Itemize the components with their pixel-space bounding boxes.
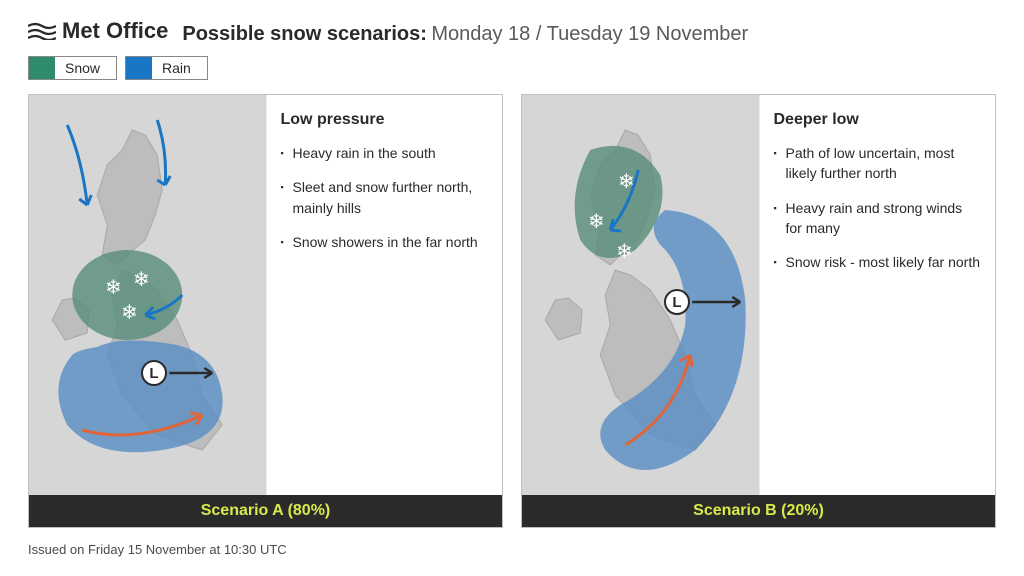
panel-b-heading: Deeper low [774,111,982,129]
panel-b-bullets: Path of low uncertain, most likely furth… [774,143,982,272]
panel-b-footer: Scenario B (20%) [522,495,995,527]
issued-timestamp: Issued on Friday 15 November at 10:30 UT… [28,542,996,557]
snowflake-icon: ❄ [588,209,605,234]
snowflake-icon: ❄ [121,300,138,325]
legend-snow-label: Snow [55,60,116,76]
bullet: Snow showers in the far north [281,232,489,252]
panel-a-text: Low pressure Heavy rain in the south Sle… [266,95,503,495]
brand-logo: Met Office [28,18,168,44]
header: Met Office Possible snow scenarios: Mond… [28,18,996,46]
low-pressure-marker: L [141,360,167,386]
snowflake-icon: ❄ [133,267,150,292]
brand-name: Met Office [62,18,168,44]
bullet: Path of low uncertain, most likely furth… [774,143,982,184]
map-b-svg [522,95,759,495]
rain-blob-icon [58,340,222,452]
legend-rain-swatch [126,57,152,79]
title-bold: Possible snow scenarios: [182,23,427,45]
panel-a-heading: Low pressure [281,111,489,129]
bullet: Snow risk - most likely far north [774,252,982,272]
snowflake-icon: ❄ [618,169,635,194]
low-pressure-marker: L [664,289,690,315]
legend-rain-label: Rain [152,60,207,76]
panel-b-text: Deeper low Path of low uncertain, most l… [759,95,996,495]
map-a: ❄ ❄ ❄ L [29,95,266,495]
legend: Snow Rain [28,56,996,80]
panel-scenario-b: ❄ ❄ ❄ L Deeper low Path of low uncertain… [521,94,996,528]
snowflake-icon: ❄ [105,275,122,300]
legend-rain: Rain [125,56,208,80]
snow-blob-icon [72,250,182,340]
bullet: Heavy rain in the south [281,143,489,163]
page-title: Possible snow scenarios: Monday 18 / Tue… [182,23,748,46]
snowflake-icon: ❄ [616,239,633,264]
scenario-panels: ❄ ❄ ❄ L Low pressure Heavy rain in the s… [28,94,996,528]
bullet: Heavy rain and strong winds for many [774,198,982,239]
panel-a-bullets: Heavy rain in the south Sleet and snow f… [281,143,489,252]
panel-a-footer: Scenario A (80%) [29,495,502,527]
map-a-svg [29,95,266,495]
legend-snow-swatch [29,57,55,79]
title-light: Monday 18 / Tuesday 19 November [431,23,748,45]
legend-snow: Snow [28,56,117,80]
map-b: ❄ ❄ ❄ L [522,95,759,495]
bullet: Sleet and snow further north, mainly hil… [281,177,489,218]
panel-scenario-a: ❄ ❄ ❄ L Low pressure Heavy rain in the s… [28,94,503,528]
logo-waves-icon [28,22,56,40]
